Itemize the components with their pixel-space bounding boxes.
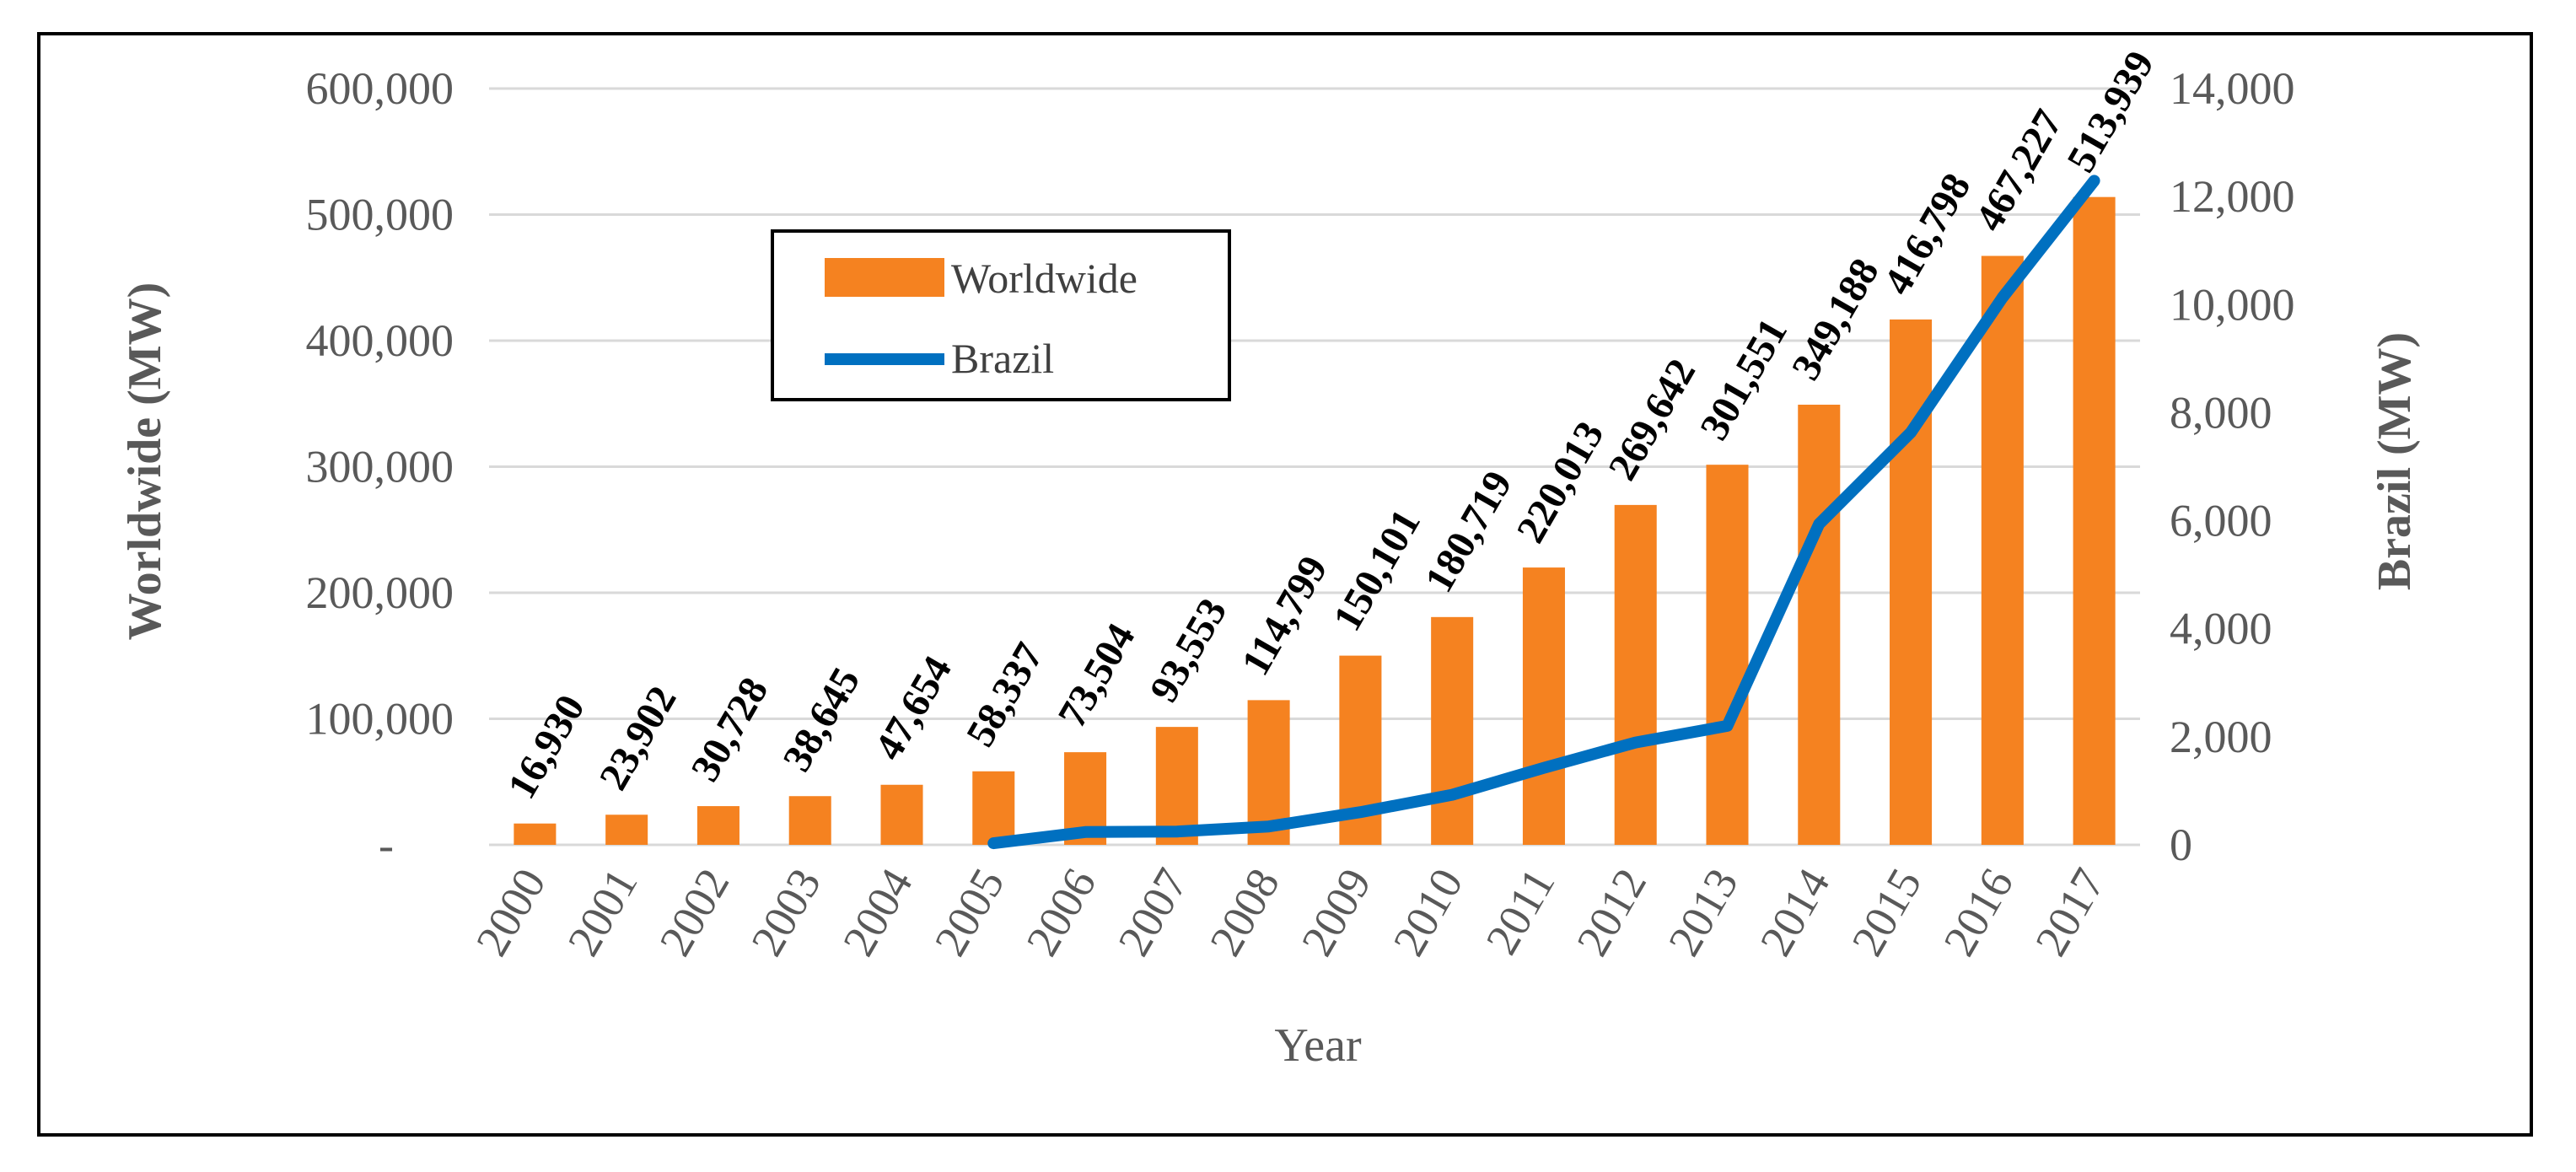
data-label-2015: 416,798 [1875, 166, 1980, 303]
x-tick-label: 2013 [1659, 860, 1748, 965]
bar-2004 [880, 784, 923, 845]
chart: 16,93023,90230,72838,64547,65458,33773,5… [119, 44, 2421, 1072]
bar-2001 [605, 814, 648, 845]
bar-2013 [1706, 465, 1749, 845]
data-label-2009: 150,101 [1325, 502, 1429, 638]
left-axis-title: Worldwide (MW) [119, 282, 171, 641]
bar-2015 [1890, 319, 1933, 846]
data-label-2006: 73,504 [1050, 616, 1144, 735]
data-label-2000: 16,930 [499, 687, 594, 806]
bar-2014 [1798, 404, 1841, 845]
bar-2016 [1981, 255, 2024, 846]
right-tick-label: 8,000 [2170, 387, 2272, 438]
x-tick-label: 2001 [558, 860, 648, 965]
left-tick-label: 300,000 [306, 442, 454, 492]
chart-frame: 16,930 23,902 30,728 38,645 47,654 58,337 73,5… [37, 32, 2533, 1137]
data-label-2011: 220,013 [1508, 414, 1613, 551]
bar-2005 [972, 771, 1015, 845]
x-tick-label: 2012 [1567, 860, 1656, 965]
data-label-2001: 23,902 [591, 679, 686, 798]
x-tick-label: 2004 [833, 860, 922, 965]
x-tick-label: 2003 [741, 860, 831, 965]
data-label-2010: 180,719 [1417, 464, 1521, 600]
x-axis-title: Year [1274, 1019, 1362, 1072]
data-label-2016: 467,227 [1966, 102, 2071, 239]
brazil-line-group [987, 175, 2100, 850]
legend-box [771, 229, 1231, 401]
data-label-2005: 58,337 [958, 635, 1052, 754]
x-tick-label: 2008 [1200, 860, 1289, 965]
x-tick-label: 2010 [1384, 860, 1473, 965]
right-tick-label: 12,000 [2170, 171, 2295, 222]
x-tick-label: 2017 [2025, 860, 2115, 965]
right-tick-label: 2,000 [2170, 712, 2272, 762]
x-tick-label: 2015 [1842, 860, 1931, 965]
left-tick-label: 200,000 [306, 567, 454, 618]
right-tick-label: 10,000 [2170, 279, 2295, 330]
x-tick-label: 2009 [1292, 860, 1381, 965]
bar-2011 [1522, 567, 1565, 845]
x-tick-label: 2000 [466, 860, 556, 965]
right-tick-label: 6,000 [2170, 496, 2272, 546]
x-tick-label: 2005 [925, 860, 1014, 965]
bar-2017 [2073, 196, 2116, 845]
x-tick-label: 2007 [1108, 860, 1197, 965]
bar-2012 [1614, 504, 1657, 845]
left-tick-label: 500,000 [306, 190, 454, 240]
x-tick-label: 2016 [1933, 860, 2023, 965]
bar-2002 [696, 806, 739, 845]
x-axis-ticks: 2000 2001 2002 2003 2004 2005 2006 2007 2008 2009… [466, 860, 2115, 965]
data-label-2008: 114,799 [1233, 549, 1336, 683]
bar-2000 [514, 823, 557, 845]
legend: Worldwide Brazil [771, 229, 1231, 401]
left-tick-label: 600,000 [306, 63, 454, 114]
right-tick-label: 14,000 [2170, 63, 2295, 114]
left-y-axis: - 100,000 200,000 300,000 400,000 500,000 600,… [306, 63, 454, 870]
data-label-2007: 93,553 [1141, 591, 1235, 710]
right-tick-label: 0 [2170, 820, 2192, 870]
right-axis-title: Brazil (MW) [2369, 332, 2421, 590]
gridlines [489, 87, 2140, 847]
right-y-axis: 0 2,000 4,000 6,000 8,000 10,000 12,000 14,000 [2170, 63, 2295, 870]
data-label-2014: 349,188 [1783, 251, 1888, 388]
left-tick-label: 100,000 [306, 694, 454, 745]
x-tick-label: 2002 [649, 860, 739, 965]
x-tick-label: 2011 [1476, 860, 1564, 963]
left-tick-label: 400,000 [306, 315, 454, 366]
x-tick-label: 2006 [1016, 860, 1105, 965]
bar-2010 [1431, 616, 1474, 845]
data-label-2004: 47,654 [866, 648, 960, 767]
left-tick-label: - [379, 820, 394, 870]
bar-2003 [788, 796, 831, 845]
data-label-2002: 30,728 [683, 670, 777, 789]
legend-brazil-label: Brazil [951, 335, 1054, 382]
data-label-2013: 301,551 [1691, 311, 1796, 448]
legend-worldwide-swatch [825, 258, 944, 297]
data-label-2017: 513,939 [2058, 44, 2163, 180]
right-tick-label: 4,000 [2170, 604, 2272, 654]
x-tick-label: 2014 [1750, 860, 1840, 965]
legend-worldwide-label: Worldwide [951, 255, 1137, 302]
